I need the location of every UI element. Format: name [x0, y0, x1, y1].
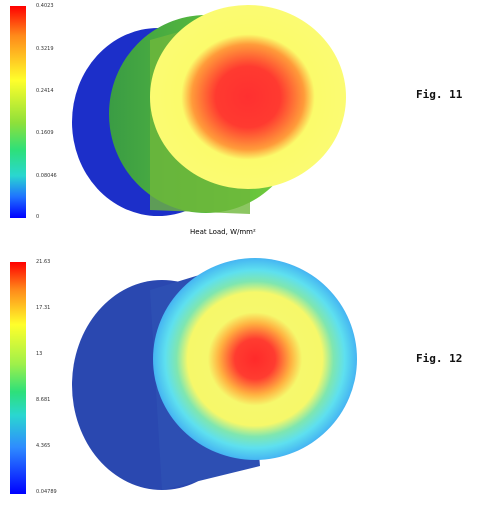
fig12-tick-2: 13: [36, 351, 43, 357]
fig11-tick-1: 0.3219: [36, 46, 54, 52]
fig12-tick-1: 17.31: [36, 305, 51, 311]
fig11-label: Fig. 11: [416, 88, 463, 101]
figure-11-colorbar: [10, 6, 26, 218]
fig11-tick-2: 0.2414: [36, 88, 54, 94]
fig11-tick-0: 0.4023: [36, 3, 54, 9]
fig11-tick-4: 0.08046: [36, 173, 57, 179]
fig12-tick-4: 4.365: [36, 443, 51, 449]
fig11-tick-5: 0: [36, 214, 40, 220]
fig12-label: Fig. 12: [416, 352, 463, 365]
fig11-tick-3: 0.1609: [36, 130, 54, 136]
fig12-cylinder: [72, 258, 357, 490]
figure-12-panel: [0, 252, 400, 506]
fig11-cylinder: [72, 5, 346, 216]
fig11-caption: Heat Load, W/mm²: [190, 228, 256, 236]
fig12-tick-3: 8.681: [36, 397, 51, 403]
figure-12-colorbar: [10, 262, 26, 494]
fig12-tick-0: 21.63: [36, 259, 51, 265]
fig12-tick-5: 0.04789: [36, 489, 57, 495]
